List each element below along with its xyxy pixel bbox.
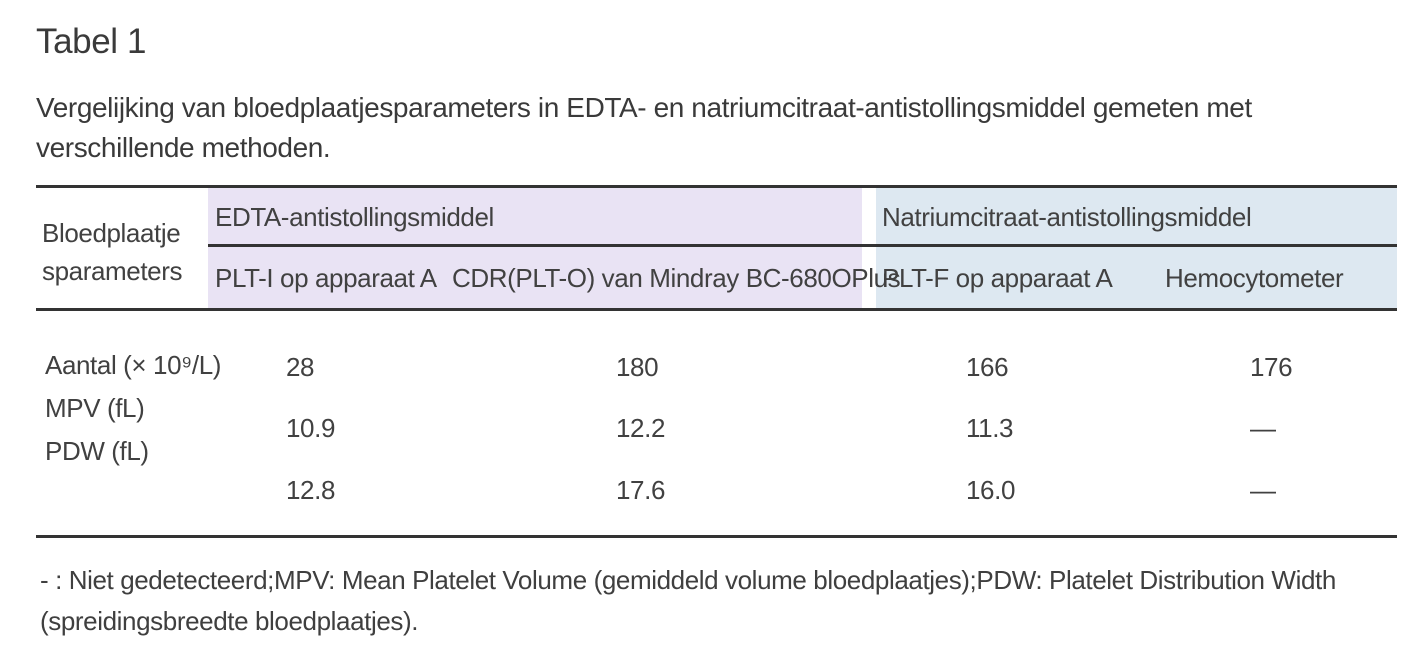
table-cell: 12.2 — [616, 413, 666, 443]
table-cell: 180 — [616, 352, 659, 382]
row-label-aantal: Aantal (× 10⁹/L) — [45, 350, 222, 380]
table-top-border — [36, 185, 1397, 188]
group-header-citrate: Natriumcitraat-antistollingsmiddel — [882, 202, 1252, 232]
column-header-hemocytometer: Hemocytometer — [1165, 263, 1344, 293]
row-label-mpv: MPV (fL) — [45, 393, 145, 423]
table-footnote: - : Niet gedetecteerd;MPV: Mean Platelet… — [40, 565, 1336, 636]
table-bottom-border — [36, 535, 1397, 538]
table-cell: — — [1250, 475, 1276, 505]
table-cell: 11.3 — [966, 413, 1014, 443]
table-title: Tabel 1 — [36, 22, 147, 61]
header-bottom-border — [36, 308, 1397, 311]
group-header-edta: EDTA-antistollingsmiddel — [215, 202, 494, 232]
table-cell: 17.6 — [616, 475, 666, 505]
row-header-line2: sparameters — [42, 256, 183, 286]
table-cell: 12.8 — [286, 475, 336, 505]
table-cell: 176 — [1250, 352, 1293, 382]
edta-group-background — [208, 188, 862, 308]
table-cell: — — [1250, 413, 1276, 443]
table-caption: Vergelijking van bloedplaatjesparameters… — [36, 92, 1252, 163]
header-group-divider — [208, 244, 1397, 247]
column-header-cdr-plt-o: CDR(PLT-O) van Mindray BC-680OPlus — [452, 263, 901, 293]
citrate-group-background — [876, 188, 1397, 308]
table-cell: 16.0 — [966, 475, 1016, 505]
table-cell: 10.9 — [286, 413, 336, 443]
column-header-plt-i: PLT-I op apparaat A — [215, 263, 437, 293]
column-header-plt-f: PLT-F op apparaat A — [882, 263, 1113, 293]
table-cell: 166 — [966, 352, 1009, 382]
row-header-line1: Bloedplaatje — [42, 218, 181, 248]
row-label-pdw: PDW (fL) — [45, 436, 149, 466]
table-cell: 28 — [286, 352, 315, 382]
